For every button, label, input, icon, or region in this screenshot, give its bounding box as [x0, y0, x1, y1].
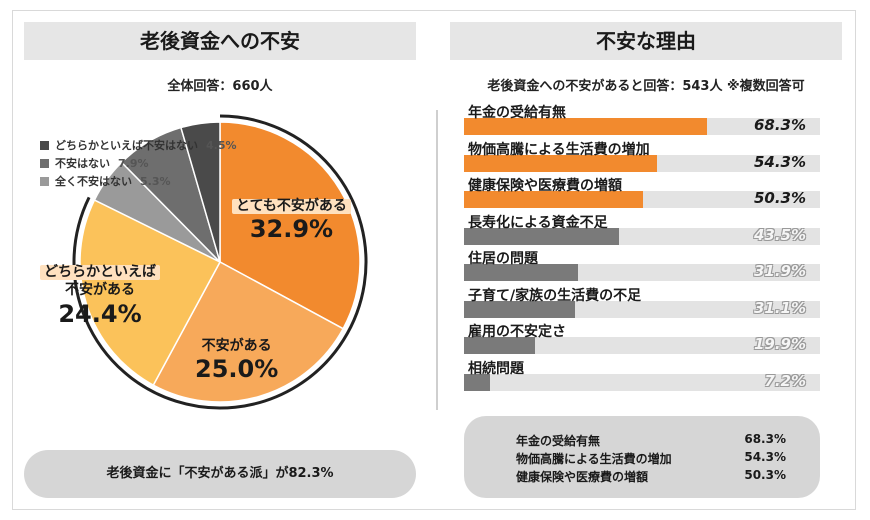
- bar-row: 健康保険や医療費の増額 50.3%: [460, 175, 820, 211]
- summary-row: 年金の受給有無 68.3%: [516, 432, 786, 450]
- bar-track: [464, 118, 820, 135]
- pie-slice: [152, 260, 345, 403]
- bar-value-label: 50.3%: [753, 189, 806, 207]
- pie-slice: [79, 199, 222, 387]
- bar: [464, 154, 658, 172]
- pie-label-text-line2: 不安がある: [65, 282, 135, 299]
- bar-value-label: 19.9%: [753, 335, 806, 353]
- bar-track: [464, 191, 820, 208]
- right-panel-subtitle: 老後資金への不安があると回答：543人 ※複数回答可: [487, 79, 805, 94]
- bar-track: [464, 227, 820, 245]
- left-panel-title: 老後資金への不安: [24, 22, 416, 60]
- bar-track: [464, 373, 820, 391]
- pie-slice: [180, 121, 221, 263]
- bar-label: 子育て/家族の生活費の不足: [468, 287, 642, 304]
- pie-label-very-anxious: とても不安がある 32.9%: [232, 196, 351, 243]
- bar-value-label: 31.1%: [753, 298, 806, 317]
- left-panel-subtitle: 全体回答：660人: [167, 79, 273, 94]
- bar: [464, 191, 644, 208]
- legend-value: 5.3%: [140, 174, 171, 188]
- legend-swatch: [40, 140, 49, 150]
- summary-row: 物価高騰による生活費の増加 54.3%: [516, 450, 786, 468]
- legend-label: 全く不安はない: [55, 175, 132, 188]
- legend-item: 不安はない 7.9%: [40, 154, 237, 172]
- bar: [464, 337, 535, 354]
- bar-label: 雇用の不安定さ: [468, 324, 566, 340]
- bar: [464, 300, 575, 318]
- legend-value: 7.9%: [118, 156, 149, 170]
- figure-frame: [12, 10, 856, 510]
- legend-value: 4.5%: [206, 138, 237, 152]
- bar-row: 物価高騰による生活費の増加 54.3%: [460, 139, 820, 175]
- bar-value-label: 43.5%: [753, 225, 806, 244]
- summary-label: 年金の受給有無: [516, 434, 601, 448]
- pie-label-value: 25.0%: [195, 355, 279, 384]
- right-panel-title: 不安な理由: [450, 22, 842, 60]
- left-summary-pill: 老後資金に「不安がある派」が82.3%: [24, 450, 416, 498]
- pie-label-text: 不安がある: [201, 338, 272, 354]
- bar-value-label: 54.3%: [753, 152, 806, 171]
- legend-label: 不安はない: [55, 157, 110, 170]
- bar-track: [464, 337, 820, 354]
- bar-row: 年金の受給有無 68.3%: [460, 102, 820, 138]
- bar-row: 相続問題 7.2%: [460, 358, 820, 394]
- bar-row: 子育て/家族の生活費の不足 31.1%: [460, 285, 820, 321]
- summary-label: 健康保険や医療費の増額: [516, 470, 649, 484]
- summary-value: 50.3%: [744, 468, 786, 482]
- bar-value-label: 31.9%: [753, 262, 806, 280]
- pie-label-text: どちらかといえば: [40, 264, 160, 281]
- bar-track: [464, 300, 820, 318]
- bar-label: 相続問題: [468, 360, 524, 377]
- bar-label: 物価高騰による生活費の増加: [468, 141, 650, 158]
- pie-legend: どちらかといえば不安はない 4.5% 不安はない 7.9% 全く不安はない 5.…: [40, 136, 237, 190]
- pie-label-value: 32.9%: [249, 215, 334, 244]
- pie-label-text: とても不安がある: [232, 198, 351, 215]
- bar: [464, 373, 490, 391]
- legend-swatch: [40, 176, 49, 186]
- bar-value-label: 68.3%: [753, 116, 806, 134]
- bar-value-label: 7.2%: [764, 371, 806, 390]
- bar: [464, 264, 578, 281]
- summary-label: 物価高騰による生活費の増加: [516, 452, 672, 466]
- legend-label: どちらかといえば不安はない: [55, 139, 198, 152]
- legend-swatch: [40, 158, 49, 168]
- panel-divider: [436, 110, 438, 410]
- bar-label: 健康保険や医療費の増額: [468, 178, 622, 194]
- pie-slice: [219, 121, 361, 330]
- right-summary-box: 年金の受給有無 68.3% 物価高騰による生活費の増加 54.3% 健康保険や医…: [464, 416, 820, 498]
- bar-track: [464, 264, 820, 281]
- legend-item: 全く不安はない 5.3%: [40, 172, 237, 190]
- summary-value: 68.3%: [744, 432, 786, 446]
- bar-row: 住居の問題 31.9%: [460, 248, 820, 284]
- bar-row: 雇用の不安定さ 19.9%: [460, 321, 820, 357]
- pie-label-somewhat-anxious: どちらかといえば 不安がある 24.4%: [40, 262, 160, 327]
- bar-track: [464, 154, 820, 172]
- bar-label: 住居の問題: [468, 251, 538, 267]
- anxious-share-arc: [72, 114, 368, 410]
- bar-label: 年金の受給有無: [468, 105, 566, 121]
- summary-value: 54.3%: [744, 450, 786, 464]
- summary-row: 健康保険や医療費の増額 50.3%: [516, 468, 786, 486]
- bar: [464, 118, 708, 135]
- bar-label: 長寿化による資金不足: [468, 214, 608, 231]
- bar-row: 長寿化による資金不足 43.5%: [460, 212, 820, 248]
- pie-label-value: 24.4%: [58, 299, 142, 328]
- legend-item: どちらかといえば不安はない 4.5%: [40, 136, 237, 154]
- bar: [464, 227, 619, 245]
- pie-label-anxious: 不安がある 25.0%: [195, 336, 278, 383]
